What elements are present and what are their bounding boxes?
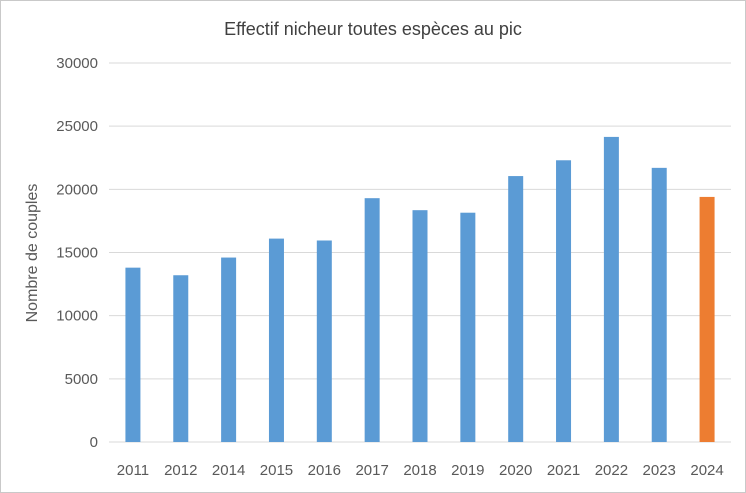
x-tick-label-2016: 2016: [308, 462, 341, 479]
bar-2023: [651, 167, 667, 442]
y-tick-label-0: 0: [90, 434, 98, 451]
y-axis-ticks: 0 5000 10000 15000 20000 25000 30000: [56, 55, 98, 451]
bar-2016: [316, 240, 332, 442]
y-tick-label-15000: 15000: [56, 245, 98, 262]
x-tick-label-2018: 2018: [403, 462, 436, 479]
chart-title: Effectif nicheur toutes espèces au pic: [224, 19, 522, 39]
bar-2014: [221, 257, 237, 442]
x-tick-label-2021: 2021: [547, 462, 580, 479]
x-tick-label-2015: 2015: [260, 462, 293, 479]
x-tick-label-2017: 2017: [355, 462, 388, 479]
y-tick-label-10000: 10000: [56, 308, 98, 325]
bar-2015: [268, 238, 284, 442]
x-tick-label-2012: 2012: [164, 462, 197, 479]
x-tick-label-2024: 2024: [690, 462, 723, 479]
bar-2018: [412, 210, 428, 442]
bar-2019: [460, 212, 476, 442]
x-tick-label-2022: 2022: [595, 462, 628, 479]
bar-2024: [699, 196, 715, 442]
y-tick-label-25000: 25000: [56, 118, 98, 135]
x-tick-label-2014: 2014: [212, 462, 245, 479]
x-tick-label-2011: 2011: [117, 462, 149, 479]
y-tick-label-30000: 30000: [56, 55, 98, 72]
bar-2017: [364, 198, 380, 442]
x-axis-ticks: 2011 2012 2014 2015 2016 2017 2018 2019 2020 2021…: [117, 462, 724, 479]
bar-2020: [508, 176, 524, 442]
x-tick-label-2019: 2019: [451, 462, 484, 479]
bar-2022: [603, 136, 619, 442]
bar-2011: [125, 267, 141, 442]
y-tick-label-20000: 20000: [56, 181, 98, 198]
bars: [125, 136, 715, 442]
y-tick-label-5000: 5000: [65, 371, 98, 388]
bar-2012: [173, 275, 189, 442]
x-tick-label-2023: 2023: [643, 462, 676, 479]
bar-2021: [556, 160, 572, 442]
y-axis-label: Nombre de couples: [24, 184, 41, 323]
x-tick-label-2020: 2020: [499, 462, 532, 479]
